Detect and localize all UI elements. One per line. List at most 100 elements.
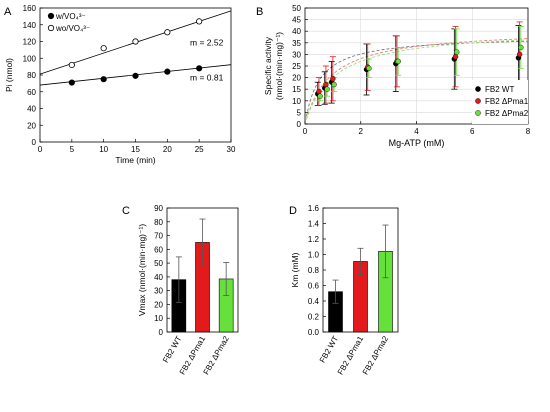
panel-label-a: A [4, 6, 12, 18]
data-point [132, 38, 139, 45]
y-tick-label: 20 [292, 74, 301, 83]
x-tick-label: 4 [414, 127, 419, 136]
legend-marker [47, 12, 55, 20]
y-tick-label: 50 [154, 259, 163, 268]
x-tick-label: 8 [526, 127, 531, 136]
y-tick-label: 35 [292, 39, 301, 48]
data-point [68, 79, 75, 86]
x-tick-label: 2 [359, 127, 364, 136]
x-axis-label: Mg-ATP (mM) [389, 138, 445, 148]
y-tick-label: 1.6 [308, 204, 320, 213]
chart-b: 0 2 4 6 8 0 5 10 15 20 25 30 35 40 45 50 Mg-ATP (mM) Spec… [263, 4, 531, 148]
y-tick-label: 40 [154, 273, 163, 282]
y-tick-label: 0.2 [308, 313, 320, 322]
data-point [164, 68, 171, 75]
y-tick-label: 40 [27, 105, 36, 114]
y-axis-label-units: (nmol·(min·mg)⁻¹) [274, 32, 284, 100]
data-point [395, 58, 401, 65]
data-point [331, 81, 337, 88]
legend-label: FB2 WT [485, 85, 514, 94]
y-tick-label: 120 [23, 38, 37, 47]
data-point [316, 88, 322, 95]
data-point [196, 18, 203, 25]
fit-curve [305, 39, 529, 120]
data-point [454, 49, 460, 55]
legend-label: wo/VO₄³⁻ [55, 24, 90, 33]
legend-label: FB2 ΔPma2 [485, 109, 529, 118]
data-point [366, 65, 372, 72]
y-tick-label: 15 [292, 85, 301, 94]
x-axis-label: Time (min) [115, 155, 155, 165]
y-tick-label: 70 [154, 232, 163, 241]
data-point [164, 29, 171, 36]
y-tick-label: 30 [292, 50, 301, 59]
y-tick-label: 50 [292, 4, 301, 13]
slope-annotation: m = 0.81 [190, 72, 224, 82]
y-tick-label: 30 [154, 287, 163, 296]
data-point [324, 86, 330, 92]
y-tick-label: 40 [292, 27, 301, 36]
data-point [100, 45, 107, 52]
legend-marker [475, 98, 481, 104]
y-tick-label: 20 [27, 121, 36, 130]
y-axis-label: Specific activity [263, 36, 273, 95]
x-category-label: FB2 WT [161, 334, 184, 364]
y-tick-label: 80 [27, 71, 36, 80]
y-tick-label: 0.8 [308, 266, 320, 275]
data-point [196, 65, 203, 72]
y-tick-label: 0.4 [308, 297, 320, 306]
x-category-label: FB2 ΔPma2 [361, 334, 391, 376]
x-tick-label: 0 [38, 145, 43, 154]
panel-label-d: D [289, 205, 297, 217]
y-tick-label: 0.6 [308, 282, 320, 291]
data-point [132, 72, 139, 79]
y-tick-label: 20 [154, 300, 163, 309]
legend-marker [47, 24, 55, 32]
legend-box [472, 80, 528, 124]
x-tick-label: 6 [470, 127, 475, 136]
y-axis-label: Km (mM) [290, 252, 300, 287]
data-point [452, 54, 459, 60]
y-tick-label: 1.4 [308, 220, 320, 229]
y-tick-label: 25 [292, 62, 301, 71]
fit-curve [305, 38, 529, 120]
data-point [68, 61, 75, 69]
x-tick-label: 25 [195, 145, 204, 154]
x-tick-label: 0 [303, 127, 308, 136]
data-point [317, 93, 323, 99]
y-tick-label: 0 [297, 120, 302, 129]
data-point [518, 44, 524, 51]
x-category-label: FB2 WT [318, 334, 341, 364]
y-tick-label: 0 [32, 138, 37, 147]
data-point [323, 81, 329, 88]
data-point [100, 76, 107, 83]
x-tick-label: 30 [227, 145, 236, 154]
chart-a: 0 5 10 15 20 25 30 0 20 40 60 80 100 120 140 160 Time (m… [4, 4, 236, 165]
y-tick-label: 0.0 [308, 328, 320, 337]
x-tick-label: 10 [99, 145, 108, 154]
y-tick-label: 45 [292, 16, 301, 25]
panel-label-c: C [122, 205, 130, 217]
y-tick-label: 60 [27, 88, 36, 97]
slope-annotation: m = 2.52 [190, 37, 224, 47]
y-tick-label: 60 [154, 245, 163, 254]
panel-label-b: B [256, 6, 263, 18]
y-tick-label: 1.2 [308, 235, 320, 244]
y-tick-label: 10 [154, 314, 163, 323]
y-tick-label: 90 [154, 204, 163, 213]
y-axis-label: Vmax (nmol·(min·mg)⁻¹) [137, 224, 147, 316]
legend-label: FB2 ΔPma1 [485, 97, 529, 106]
legend-marker [475, 86, 481, 92]
y-tick-label: 100 [23, 54, 37, 63]
legend-label: w/VO₄³⁻ [55, 12, 86, 21]
y-tick-label: 1.0 [308, 251, 320, 260]
legend-marker [475, 110, 481, 116]
x-tick-label: 15 [131, 145, 140, 154]
data-point [516, 51, 523, 58]
x-tick-label: 20 [163, 145, 172, 154]
y-tick-label: 160 [23, 4, 37, 13]
x-tick-label: 5 [70, 145, 75, 154]
fit-curve [305, 40, 529, 117]
